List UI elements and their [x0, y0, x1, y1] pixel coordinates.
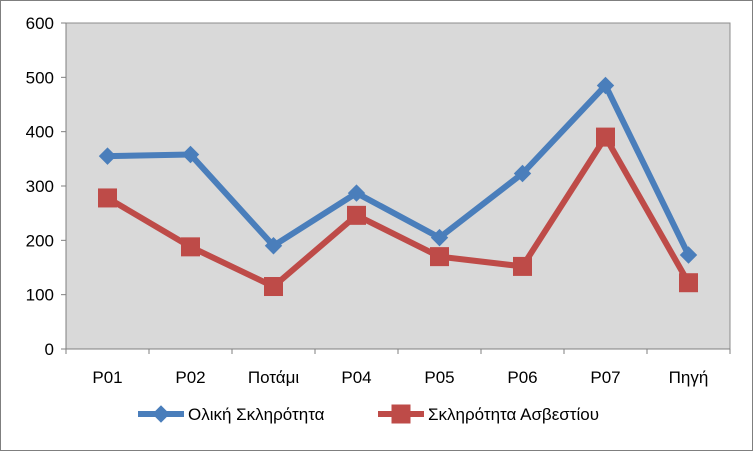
y-tick-label: 300 — [26, 177, 54, 196]
data-point — [596, 76, 615, 95]
legend: Ολική Σκληρότητα Σκληρότητα Ασβεστίου — [138, 404, 599, 424]
data-point — [264, 237, 283, 255]
y-axis: 0 100 200 300 400 500 600 — [26, 14, 67, 359]
legend-label: Ολική Σκληρότητα — [188, 405, 325, 424]
data-point — [430, 247, 449, 267]
legend-marker — [391, 404, 411, 424]
data-point — [347, 205, 366, 225]
data-point — [513, 256, 532, 276]
y-tick-label: 600 — [26, 14, 54, 33]
series-2 — [98, 127, 698, 297]
x-tick-label: P02 — [175, 368, 205, 387]
data-point — [98, 147, 117, 165]
data-point — [430, 228, 449, 247]
data-point — [513, 164, 532, 183]
y-tick-label: 400 — [26, 123, 54, 142]
legend-item-2: Σκληρότητα Ασβεστίου — [378, 404, 599, 424]
legend-marker — [152, 405, 170, 423]
legend-item-1: Ολική Σκληρότητα — [138, 405, 325, 424]
y-tick-label: 200 — [26, 231, 54, 250]
data-point — [679, 273, 698, 293]
x-axis: P01 P02 Ποτάμι P04 P05 P06 P07 Πηγή — [65, 348, 731, 387]
data-point — [596, 127, 615, 147]
x-tick-label: P04 — [341, 368, 371, 387]
data-point — [181, 237, 200, 257]
y-tick-label: 100 — [26, 286, 54, 305]
data-point — [679, 246, 698, 264]
x-tick-label: P06 — [507, 368, 537, 387]
x-tick-label: P07 — [590, 368, 620, 387]
series-layer — [98, 76, 698, 297]
legend-label: Σκληρότητα Ασβεστίου — [428, 405, 599, 424]
x-tick-label: P05 — [424, 368, 454, 387]
data-point — [264, 277, 283, 297]
x-tick-label: P01 — [92, 368, 122, 387]
data-point — [98, 188, 117, 208]
y-tick-label: 500 — [26, 68, 54, 87]
x-tick-label: Ποτάμι — [248, 368, 300, 387]
x-tick-label: Πηγή — [669, 368, 709, 387]
data-point — [181, 145, 200, 164]
y-tick-label: 0 — [45, 340, 54, 359]
series-line — [104, 82, 692, 259]
data-point — [347, 184, 366, 202]
plot-area — [65, 22, 731, 350]
series-line — [104, 134, 692, 290]
series-1 — [98, 76, 698, 264]
